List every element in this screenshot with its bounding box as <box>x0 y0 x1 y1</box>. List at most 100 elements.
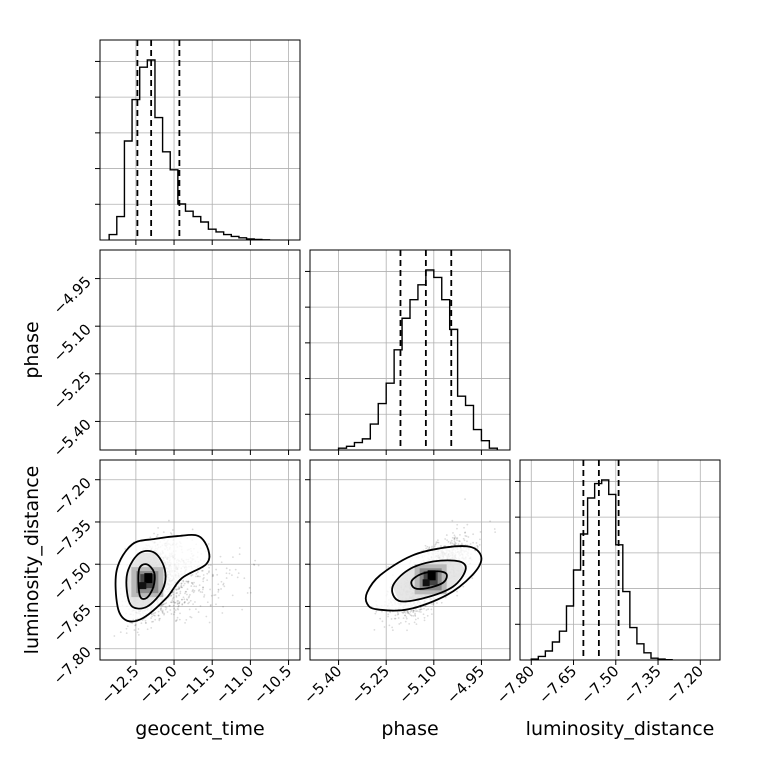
scatter-point <box>154 319 156 321</box>
scatter-point <box>168 338 170 340</box>
scatter-point <box>156 310 158 312</box>
scatter-point <box>138 360 140 362</box>
grid-0-0 <box>95 40 300 240</box>
scatter-point <box>136 631 139 634</box>
scatter-point <box>159 308 161 310</box>
scatter-point <box>236 334 238 336</box>
scatter-point <box>126 382 128 384</box>
scatter-point <box>145 334 147 336</box>
scatter-point <box>155 369 157 371</box>
scatter-point <box>151 336 153 338</box>
scatter-point <box>138 355 140 357</box>
scatter-point <box>152 361 154 363</box>
scatter-point <box>162 361 164 363</box>
scatter-point <box>140 347 142 349</box>
scatter-point <box>145 327 147 329</box>
scatter-point <box>130 359 132 361</box>
scatter-point <box>187 360 189 362</box>
scatter-point <box>147 335 149 337</box>
scatter-point <box>156 342 158 344</box>
scatter-point <box>396 613 399 616</box>
scatter-point <box>157 347 159 349</box>
scatter-point <box>231 346 233 348</box>
scatter-point <box>144 349 146 351</box>
scatter-point <box>137 353 139 355</box>
scatter-point <box>156 348 158 350</box>
scatter-point <box>144 343 146 345</box>
scatter-point <box>143 356 145 358</box>
scatter-point <box>149 377 151 379</box>
scatter-point <box>148 358 150 360</box>
scatter-point <box>148 384 150 386</box>
scatter-point <box>155 329 157 331</box>
scatter-point <box>142 342 144 344</box>
scatter-point <box>153 361 155 363</box>
scatter-point <box>141 338 143 340</box>
scatter-point <box>152 330 154 332</box>
scatter-point <box>143 321 145 323</box>
scatter-point <box>228 322 230 324</box>
scatter-point <box>172 596 175 599</box>
scatter-point <box>142 345 144 347</box>
scatter-point <box>147 347 149 349</box>
scatter-point <box>142 344 144 346</box>
scatter-point <box>461 542 463 545</box>
scatter-point <box>154 342 156 344</box>
scatter-point <box>140 338 142 340</box>
scatter-point <box>140 338 142 340</box>
scatter-point <box>182 314 184 316</box>
scatter-point <box>178 313 180 315</box>
scatter-point <box>154 369 156 371</box>
scatter-point <box>202 580 205 583</box>
scatter-phase-luminosity_distance <box>364 498 497 632</box>
scatter-point <box>139 339 141 341</box>
scatter-point <box>188 317 190 319</box>
scatter-point <box>151 359 153 361</box>
scatter-point <box>228 569 231 571</box>
scatter-point <box>141 368 143 370</box>
scatter-point <box>183 582 186 585</box>
scatter-point <box>137 357 139 359</box>
scatter-point <box>156 344 158 346</box>
scatter-point <box>171 341 173 343</box>
scatter-point <box>399 622 402 624</box>
scatter-point <box>157 361 159 363</box>
scatter-point <box>141 349 143 351</box>
scatter-point <box>138 368 140 370</box>
scatter-point <box>151 322 153 324</box>
scatter-point <box>140 359 142 361</box>
scatter-point <box>148 330 150 332</box>
scatter-point <box>159 351 161 353</box>
scatter-point <box>170 348 172 350</box>
scatter-point <box>150 340 152 342</box>
scatter-point <box>138 357 140 359</box>
scatter-point <box>202 586 205 589</box>
scatter-point <box>150 317 152 319</box>
scatter-point <box>158 330 160 332</box>
scatter-point <box>149 334 151 336</box>
scatter-point <box>147 345 149 347</box>
scatter-point <box>436 539 439 542</box>
scatter-point <box>172 345 174 347</box>
scatter-point <box>138 360 140 362</box>
scatter-point <box>156 533 159 536</box>
scatter-point <box>152 331 154 333</box>
scatter-point <box>196 575 199 578</box>
scatter-point <box>194 330 196 332</box>
scatter-point <box>159 317 161 319</box>
scatter-point <box>148 339 150 341</box>
scatter-point <box>145 346 147 348</box>
scatter-point <box>153 316 155 318</box>
scatter-point <box>143 331 145 333</box>
scatter-point <box>139 363 141 365</box>
scatter-point <box>168 363 170 365</box>
scatter-point <box>144 333 146 335</box>
scatter-point <box>162 531 165 534</box>
scatter-point <box>199 315 201 317</box>
scatter-point <box>165 321 167 323</box>
scatter-point <box>172 600 175 603</box>
scatter-point <box>144 329 146 331</box>
scatter-point <box>451 519 454 522</box>
scatter-point <box>147 333 149 335</box>
scatter-point <box>193 348 195 350</box>
